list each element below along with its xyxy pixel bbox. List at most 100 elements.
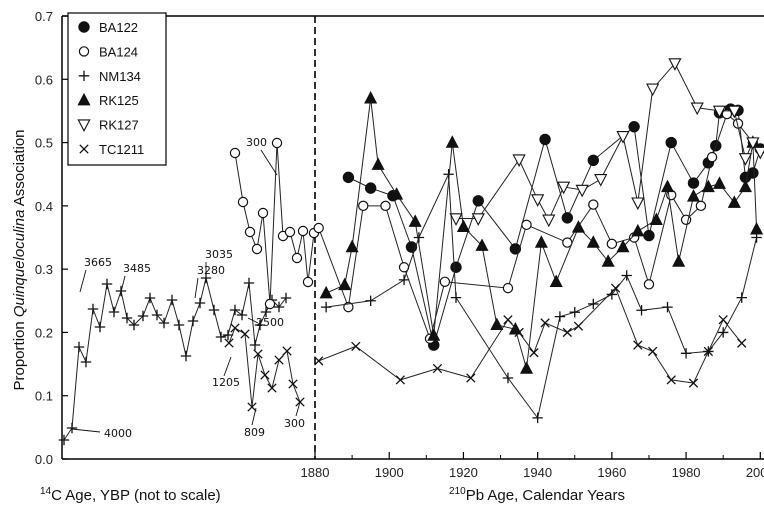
legend: BA122 BA124 NM134 RK125 RK127 TC1211 [67, 12, 167, 166]
data-point [512, 154, 526, 168]
data-point [173, 319, 185, 331]
data-point [380, 200, 391, 212]
data-point [194, 297, 206, 309]
data-point [398, 274, 410, 286]
data-point [260, 306, 272, 318]
data-point [616, 130, 630, 144]
data-point [408, 214, 422, 227]
data-point [371, 157, 385, 170]
data-point [660, 179, 675, 193]
data-point [672, 254, 686, 267]
data-point [282, 346, 292, 356]
data-point [208, 304, 220, 316]
annotation-leader [295, 401, 301, 417]
data-point [747, 167, 759, 179]
x-axis-ticks: 1880 1900 1920 1940 1960 1980 2000 [301, 452, 764, 480]
data-point [668, 58, 682, 71]
data-point [643, 279, 655, 290]
data-point [606, 289, 618, 300]
data-point [575, 184, 589, 198]
y-tick-label: 0.2 [35, 325, 53, 340]
x-axis-title-pb210: 210Pb Age, Calendar Years [449, 486, 625, 504]
data-point [439, 276, 451, 287]
series-rk125 [319, 90, 764, 374]
legend-label-nm134: NM134 [99, 69, 141, 84]
data-point [606, 238, 618, 250]
x-tick-label: 1900 [375, 465, 404, 480]
legend-marker-tc1211 [79, 144, 89, 154]
series-line [63, 277, 287, 441]
data-point [390, 187, 404, 200]
data-point [588, 199, 599, 210]
data-point [706, 151, 718, 163]
data-point [284, 226, 296, 238]
age-annotation: 2500 [256, 316, 284, 329]
data-point [432, 363, 443, 374]
annotation-leader [247, 317, 259, 324]
data-point [554, 311, 566, 322]
data-point [718, 315, 728, 325]
data-point [253, 349, 263, 359]
y-tick-label: 0.3 [35, 262, 53, 277]
data-point [244, 226, 256, 238]
y-tick-label: 0.7 [35, 9, 53, 24]
annotation-leader [223, 356, 232, 377]
data-point [688, 378, 699, 388]
data-point [222, 329, 234, 341]
age-annotation: 3665 [84, 256, 112, 269]
data-point [746, 137, 760, 150]
data-point [395, 375, 406, 385]
data-point [257, 207, 269, 219]
data-point [646, 83, 660, 97]
data-point [753, 146, 764, 160]
data-point [738, 179, 752, 193]
data-point [703, 346, 713, 357]
data-point [345, 239, 359, 253]
data-point [631, 197, 645, 211]
data-point [280, 292, 292, 304]
data-point [717, 327, 729, 338]
legend-box [67, 12, 167, 166]
data-point [187, 315, 199, 327]
series-line [456, 62, 761, 221]
c14-series-plus [58, 272, 292, 446]
legend-marker-rk125 [77, 92, 91, 106]
data-point [571, 220, 585, 233]
y-axis-title: Proportion Quinqueloculina Association [11, 130, 28, 391]
data-point [687, 177, 700, 189]
y-tick-label: 0.6 [35, 72, 53, 87]
x-tick-label: 1960 [597, 465, 626, 480]
data-point [449, 213, 463, 226]
data-point [249, 339, 261, 351]
annotation-leader [251, 407, 257, 426]
data-point [662, 301, 673, 313]
data-point [405, 241, 418, 253]
data-point [343, 301, 354, 313]
data-point [128, 319, 140, 331]
data-point [243, 277, 255, 289]
data-point [314, 356, 324, 366]
data-point [712, 176, 726, 189]
data-point [502, 372, 514, 384]
annotation-leader [194, 277, 199, 299]
data-point [695, 200, 707, 212]
data-point [413, 232, 425, 243]
data-point [108, 306, 120, 318]
data-point [643, 229, 655, 242]
data-point [514, 327, 524, 338]
data-point [628, 121, 640, 133]
annotation-leader [120, 275, 126, 293]
series-ba124 [313, 108, 759, 344]
data-point [251, 243, 263, 255]
legend-label-ba124: BA124 [99, 44, 138, 59]
data-point [288, 379, 298, 389]
data-point [364, 182, 377, 194]
data-point [587, 154, 600, 166]
series-rk127 [449, 58, 764, 228]
legend-marker-rk127 [77, 119, 91, 132]
data-point [686, 189, 701, 202]
data-point [531, 194, 545, 207]
y-axis-ticks: 0.0 0.1 0.2 0.3 0.4 0.5 0.6 0.7 [35, 9, 68, 467]
data-point [539, 133, 551, 146]
